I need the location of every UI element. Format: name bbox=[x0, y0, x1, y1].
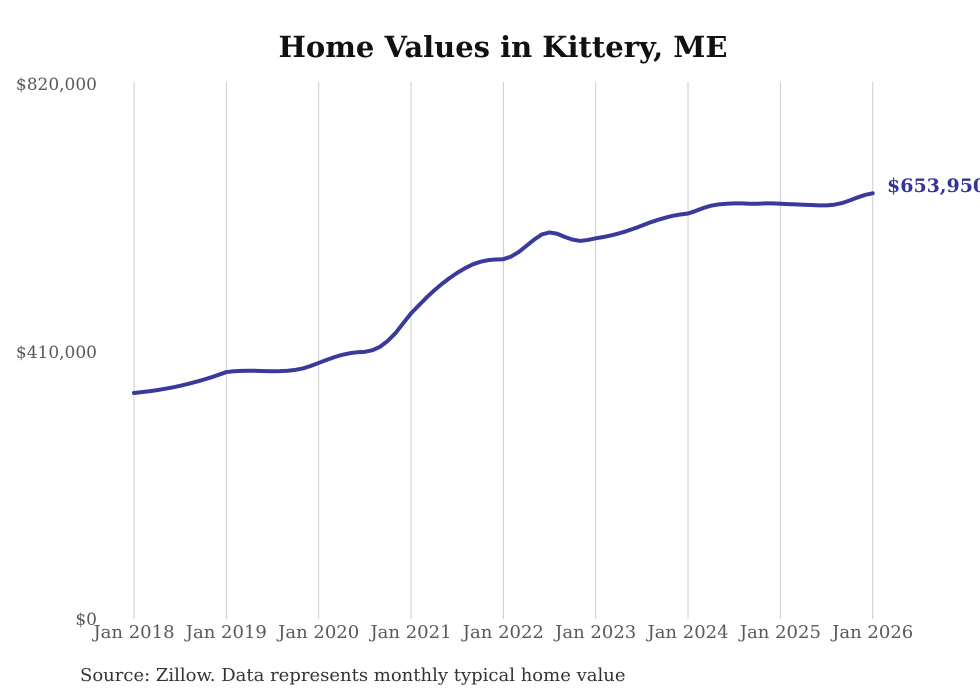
x-tick-label: Jan 2024 bbox=[647, 622, 729, 643]
x-tick-label: Jan 2023 bbox=[555, 622, 637, 643]
x-tick-label: Jan 2019 bbox=[185, 622, 267, 643]
x-tick-label: Jan 2021 bbox=[370, 622, 452, 643]
value-line bbox=[132, 191, 875, 395]
x-tick-label: Jan 2022 bbox=[462, 622, 544, 643]
y-tick-label: $410,000 bbox=[15, 342, 97, 363]
x-tick-label: Jan 2020 bbox=[278, 622, 360, 643]
chart-title: Home Values in Kittery, ME bbox=[278, 30, 728, 64]
x-tick-label: Jan 2026 bbox=[832, 622, 914, 643]
source-note: Source: Zillow. Data represents monthly … bbox=[80, 665, 626, 686]
x-tick-label: Jan 2025 bbox=[739, 622, 821, 643]
x-tick-label: Jan 2018 bbox=[93, 622, 175, 643]
gridlines bbox=[133, 82, 874, 619]
end-value-label: $653,950 bbox=[887, 175, 980, 197]
y-tick-label: $0 bbox=[75, 610, 97, 630]
y-tick-label: $820,000 bbox=[15, 75, 97, 95]
